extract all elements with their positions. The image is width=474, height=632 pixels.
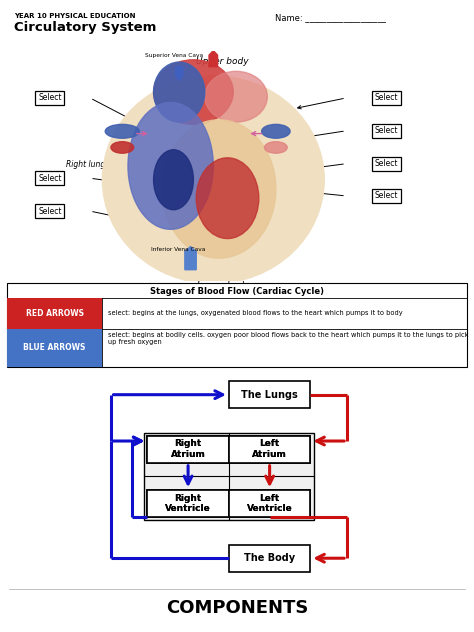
FancyArrow shape bbox=[209, 51, 218, 67]
Text: Select: Select bbox=[38, 207, 62, 216]
Ellipse shape bbox=[154, 62, 205, 122]
Text: Select: Select bbox=[374, 159, 398, 168]
Bar bbox=[229, 381, 310, 408]
Text: Name: ___________________: Name: ___________________ bbox=[275, 13, 386, 21]
Ellipse shape bbox=[262, 125, 290, 138]
Text: Right
Atrium: Right Atrium bbox=[171, 439, 206, 459]
Text: select: begins at the lungs, oxygenated blood flows to the heart which pumps it : select: begins at the lungs, oxygenated … bbox=[108, 310, 402, 317]
Bar bbox=[147, 490, 229, 518]
Text: Select: Select bbox=[38, 94, 62, 102]
Text: BLUE ARROWS: BLUE ARROWS bbox=[23, 343, 86, 352]
Ellipse shape bbox=[102, 76, 324, 284]
Text: YEAR 10 PHYSICAL EDUCATION: YEAR 10 PHYSICAL EDUCATION bbox=[14, 13, 136, 18]
Text: Right
Atrium: Right Atrium bbox=[171, 439, 206, 459]
Text: Right
Ventricle: Right Ventricle bbox=[165, 494, 211, 513]
Ellipse shape bbox=[128, 102, 213, 229]
Text: Select: Select bbox=[374, 191, 398, 200]
Bar bbox=[144, 434, 314, 520]
Text: Circulatory System: Circulatory System bbox=[14, 21, 156, 35]
Text: select: begins at bodily cells. oxygen poor blood flows back to the heart which : select: begins at bodily cells. oxygen p… bbox=[108, 332, 468, 346]
Text: Lower body: Lower body bbox=[197, 281, 249, 290]
Bar bbox=[7, 298, 102, 329]
Text: The Lungs: The Lungs bbox=[241, 390, 298, 399]
Text: Left
Ventricle: Left Ventricle bbox=[247, 494, 292, 513]
Ellipse shape bbox=[111, 142, 134, 153]
Ellipse shape bbox=[162, 120, 276, 258]
Text: Select: Select bbox=[374, 126, 398, 135]
Bar bbox=[147, 435, 229, 463]
Bar bbox=[147, 435, 229, 463]
Bar bbox=[229, 490, 310, 518]
Bar bbox=[229, 545, 310, 572]
Ellipse shape bbox=[196, 158, 259, 238]
Text: Left
Atrium: Left Atrium bbox=[252, 439, 287, 459]
Text: Right
Ventricle: Right Ventricle bbox=[165, 494, 211, 513]
Bar bbox=[229, 435, 310, 463]
Text: RED ARROWS: RED ARROWS bbox=[26, 309, 83, 318]
Ellipse shape bbox=[205, 71, 267, 122]
Text: Left
Atrium: Left Atrium bbox=[252, 439, 287, 459]
Text: The Body: The Body bbox=[244, 553, 295, 563]
Ellipse shape bbox=[264, 142, 287, 153]
FancyArrow shape bbox=[185, 246, 196, 270]
FancyArrow shape bbox=[175, 67, 182, 80]
Bar bbox=[229, 490, 310, 518]
Text: Right lung: Right lung bbox=[66, 160, 105, 169]
Bar bbox=[147, 490, 229, 518]
Text: Select: Select bbox=[38, 174, 62, 183]
Ellipse shape bbox=[154, 60, 233, 125]
Text: Superior Vena Cava: Superior Vena Cava bbox=[145, 54, 203, 59]
Text: Left
Ventricle: Left Ventricle bbox=[247, 494, 292, 513]
Text: Left lung: Left lung bbox=[229, 160, 264, 169]
Bar bbox=[7, 283, 467, 367]
Bar bbox=[7, 329, 102, 367]
Text: Upper body: Upper body bbox=[196, 57, 249, 66]
Ellipse shape bbox=[105, 125, 139, 138]
Text: Inferior Vena Cava: Inferior Vena Cava bbox=[151, 247, 205, 252]
Text: Select: Select bbox=[374, 94, 398, 102]
Text: COMPONENTS: COMPONENTS bbox=[166, 599, 308, 617]
Bar bbox=[229, 435, 310, 463]
Ellipse shape bbox=[154, 150, 193, 210]
Text: Stages of Blood Flow (Cardiac Cycle): Stages of Blood Flow (Cardiac Cycle) bbox=[150, 287, 324, 296]
